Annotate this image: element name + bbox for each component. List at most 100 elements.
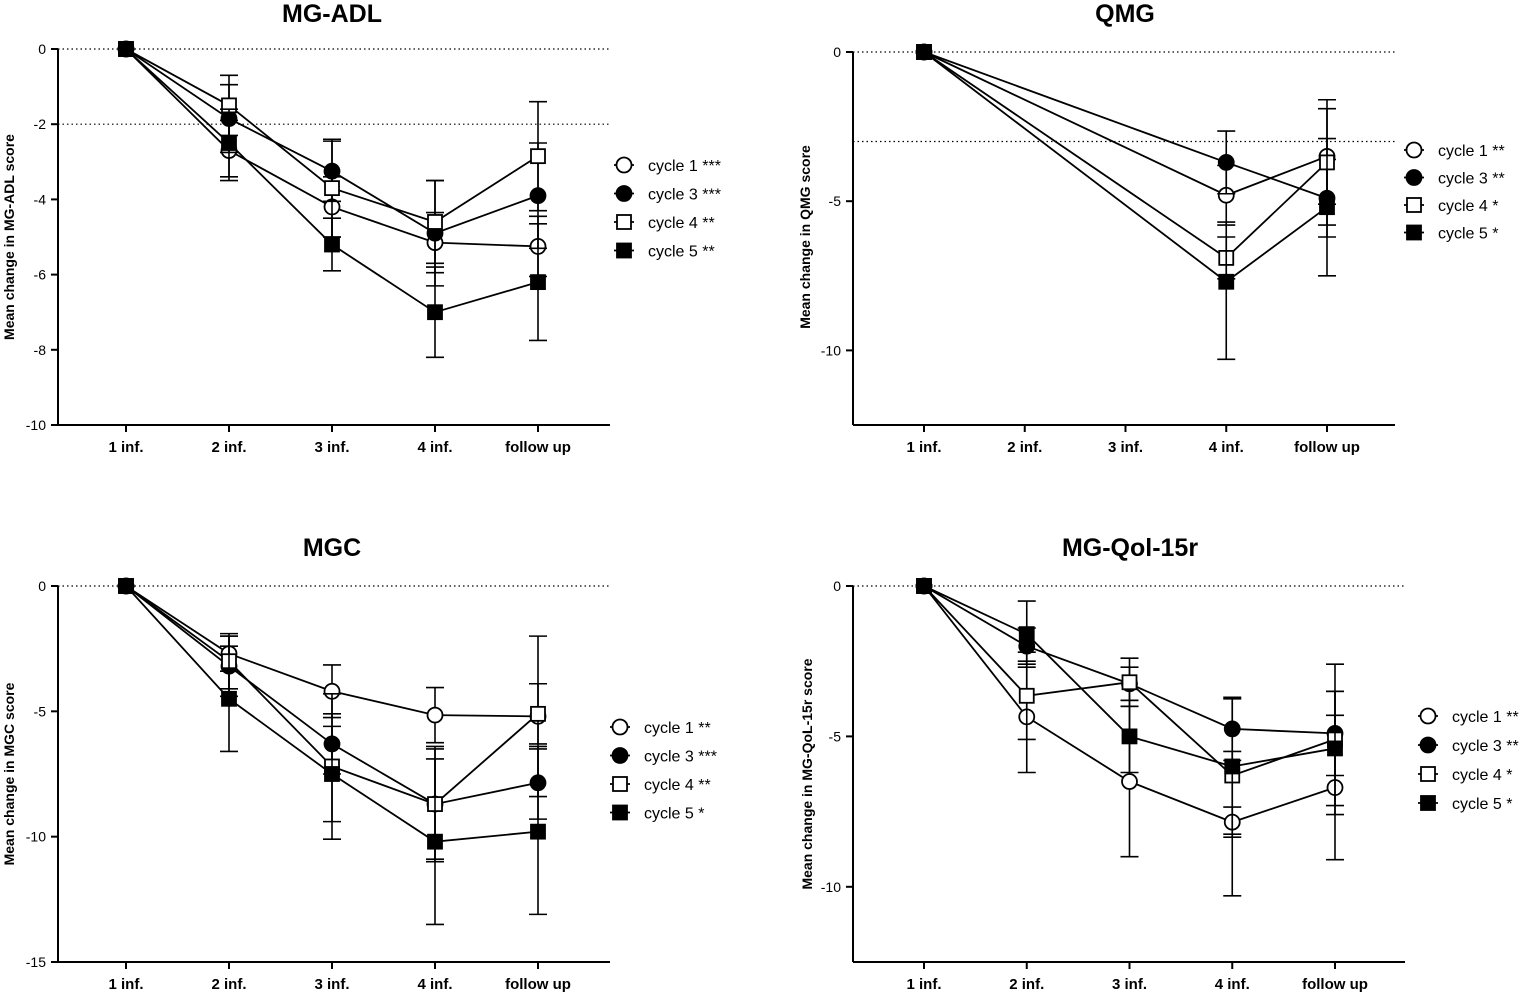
legend-label: cycle 3 *** [648,187,721,204]
data-point [427,304,443,321]
panel-qmg: QMG Mean change in QMG score [797,0,1155,329]
data-point [324,180,340,197]
y-axis-label-qmg: Mean change in QMG score [797,145,813,329]
y-tick-label: 0 [833,578,841,594]
data-point [118,41,134,57]
legend-label: cycle 3 *** [644,749,717,766]
y-tick-label: -5 [829,193,842,209]
legend-label: cycle 1 ** [644,720,711,737]
x-tick-label: 3 inf. [314,439,349,456]
data-point [530,823,546,840]
x-tick-label: 1 inf. [108,976,143,993]
data-point [916,44,932,60]
x-tick-label: 2 inf. [1009,976,1044,993]
series-4 [118,41,547,359]
series-line [923,51,1328,260]
y-tick-label: 0 [38,578,46,594]
y-axis-label-mg-adl: Mean change in MG-ADL score [1,134,17,340]
data-point [1018,626,1035,643]
x-tick-label: 3 inf. [1112,976,1147,993]
x-tick-label: 1 inf. [906,439,941,456]
y-tick-label: -10 [26,829,46,845]
series-2 [915,43,1336,238]
legend-marker [611,747,629,764]
series-3 [916,44,1336,280]
legend-label: cycle 3 ** [1438,171,1505,188]
data-point [118,578,134,594]
data-point [1121,674,1138,691]
series-3 [118,578,547,863]
data-point [1327,740,1343,757]
legend-marker [615,156,633,174]
legend-label: cycle 4 ** [648,215,715,232]
series-line [923,51,1328,283]
legend-marker [616,214,632,230]
data-point [324,766,340,782]
x-tick-label: 4 inf. [417,439,452,456]
data-point [427,833,443,850]
legend-qmg: cycle 1 ** cycle 3 ** cycle 4 * cycle 5 * [1404,141,1505,243]
plot-mg-qol-15r: 0 -5 -10 1 inf. 2 inf. 3 inf. 4 inf. follow up c… [821,577,1519,993]
y-tick-label: 0 [833,44,841,60]
data-point [1224,758,1241,775]
series-4 [118,578,547,926]
legend-marker [1405,141,1423,159]
legend-mgc: cycle 1 ** cycle 3 *** cycle 4 ** cycle 5 * [610,718,717,823]
legend-mg-qol-15r: cycle 1 ** cycle 3 ** cycle 4 * cycle 5 * [1418,707,1519,813]
y-axis-label-mgc: Mean change in MGC score [1,682,17,865]
data-point [427,214,443,230]
y-tick-label: -10 [26,417,46,433]
data-point [426,706,444,724]
data-point [324,236,340,253]
x-tick-label: 1 inf. [108,439,143,456]
data-point [530,148,546,165]
y-tick-label: -8 [34,342,47,358]
panel-mg-qol-15r: MG-Qol-15r Mean change in MG-QoL-15r sco… [799,534,1198,890]
series-line [923,51,1328,200]
legend-label: cycle 4 ** [644,777,711,794]
y-tick-label: -10 [821,342,841,358]
panel-title-mgc: MGC [303,534,361,562]
legend-label: cycle 1 ** [1438,143,1505,160]
plot-mg-adl: 0 -2 -4 -6 -8 -10 1 inf. 2 inf. 3 inf. 4 inf. foll… [26,40,721,456]
legend-marker [612,776,628,792]
legend-marker [1405,169,1423,186]
series-3 [916,578,1344,835]
y-tick-label: -15 [26,954,46,970]
y-axis-label-mg-qol-15r: Mean change in MG-QoL-15r score [799,658,815,889]
data-point [530,274,546,291]
data-point [916,578,932,594]
series-1 [915,577,1344,861]
y-tick-label: -6 [34,267,47,283]
legend-marker [612,804,628,821]
legend-label: cycle 4 * [1452,767,1512,784]
legend-marker [615,185,633,202]
legend-label: cycle 5 * [1438,226,1498,243]
data-point [1218,273,1235,290]
panel-mgc: MGC Mean change in MGC score [1,534,361,865]
legend-mg-adl: cycle 1 *** cycle 3 *** cycle 4 ** cycle 5 … [614,156,721,261]
data-point [221,135,237,151]
legend-marker [611,718,629,736]
y-tick-label: -4 [34,191,47,207]
series-4 [916,44,1336,361]
x-tick-label: 2 inf. [1007,439,1042,456]
plot-mgc: 0 -5 -10 -15 1 inf. 2 inf. 3 inf. 4 inf. follow … [26,577,717,993]
data-point [1319,199,1335,216]
panel-title-qmg: QMG [1095,0,1155,28]
legend-label: cycle 1 *** [648,158,721,175]
y-tick-label: -5 [829,728,842,744]
x-tick-label: follow up [505,976,571,993]
legend-marker [616,242,632,259]
x-tick-label: follow up [1294,439,1360,456]
legend-label: cycle 4 * [1438,198,1498,215]
legend-label: cycle 1 ** [1452,709,1519,726]
legend-marker [1419,707,1437,725]
x-tick-label: 2 inf. [211,976,246,993]
data-point [1121,773,1138,790]
legend-marker [1419,736,1437,754]
data-point [530,705,546,722]
data-point [1217,154,1235,171]
x-tick-label: 4 inf. [1215,976,1250,993]
